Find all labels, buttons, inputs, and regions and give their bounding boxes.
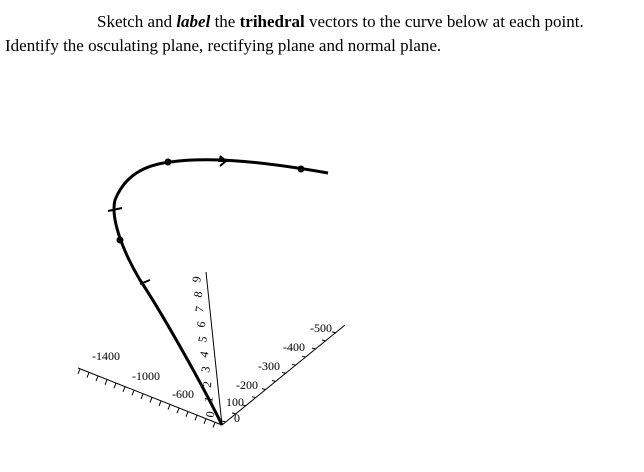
tick bbox=[331, 331, 337, 334]
tick bbox=[291, 363, 297, 366]
point bbox=[297, 165, 305, 173]
axis-label: 9 bbox=[189, 275, 204, 283]
point bbox=[164, 158, 172, 166]
tick bbox=[176, 407, 180, 414]
axis-label: 6 bbox=[194, 320, 209, 328]
tick bbox=[122, 386, 126, 392]
axis-label: 2 bbox=[200, 380, 215, 388]
tick bbox=[185, 411, 189, 417]
tick bbox=[104, 379, 108, 385]
axis-label: 0 bbox=[203, 410, 218, 418]
axis-label: 8 bbox=[191, 290, 206, 298]
text: vectors to the curve below at each point… bbox=[304, 12, 584, 31]
axis-label: -500 bbox=[310, 321, 332, 335]
tick bbox=[301, 355, 307, 358]
tick bbox=[231, 412, 237, 415]
tick bbox=[311, 347, 317, 350]
point bbox=[116, 236, 124, 244]
tick bbox=[261, 388, 267, 391]
axis-label: -400 bbox=[283, 340, 305, 354]
tick bbox=[251, 396, 257, 399]
tick bbox=[203, 418, 207, 425]
points bbox=[107, 155, 305, 285]
tick bbox=[271, 380, 277, 382]
tick bbox=[321, 339, 327, 342]
axis bbox=[205, 271, 223, 426]
arrow bbox=[218, 155, 229, 167]
text: the bbox=[210, 12, 240, 31]
tick bbox=[95, 375, 99, 382]
emphasis: label bbox=[176, 12, 211, 31]
tick bbox=[140, 393, 144, 400]
arrow bbox=[107, 207, 151, 285]
axis-label: 4 bbox=[197, 350, 212, 358]
text: Sketch and bbox=[97, 12, 177, 31]
tick bbox=[241, 404, 247, 407]
tick bbox=[212, 422, 216, 428]
tick bbox=[149, 397, 153, 403]
axis bbox=[77, 367, 223, 426]
tick bbox=[194, 415, 198, 421]
axis-label: 1 bbox=[201, 395, 216, 403]
axis-label: 3 bbox=[198, 365, 213, 373]
axis-label: -300 bbox=[258, 359, 280, 373]
tick bbox=[77, 368, 81, 375]
axis-label: -600 bbox=[172, 387, 194, 401]
instruction-line: Sketch and label the trihedral vectors t… bbox=[97, 12, 584, 32]
curve bbox=[112, 158, 329, 426]
tick bbox=[158, 400, 162, 407]
axis-label: -1400 bbox=[92, 349, 120, 363]
axis-label: -1000 bbox=[132, 369, 160, 383]
emphasis: trihedral bbox=[239, 12, 305, 31]
tick bbox=[281, 371, 287, 374]
instruction-line: Identify the osculating plane, rectifyin… bbox=[5, 36, 442, 55]
axis-label: -200 bbox=[236, 378, 258, 392]
axes bbox=[77, 271, 346, 426]
tick bbox=[113, 383, 117, 389]
axis-label: 5 bbox=[195, 335, 210, 343]
axis bbox=[221, 324, 346, 426]
tick bbox=[167, 404, 171, 410]
tick bbox=[86, 372, 90, 378]
axis-label: 7 bbox=[192, 305, 207, 313]
tick bbox=[131, 390, 135, 396]
axis-label: 0 bbox=[234, 411, 240, 425]
axis-label: 100 bbox=[226, 395, 244, 409]
tick bbox=[221, 420, 227, 423]
